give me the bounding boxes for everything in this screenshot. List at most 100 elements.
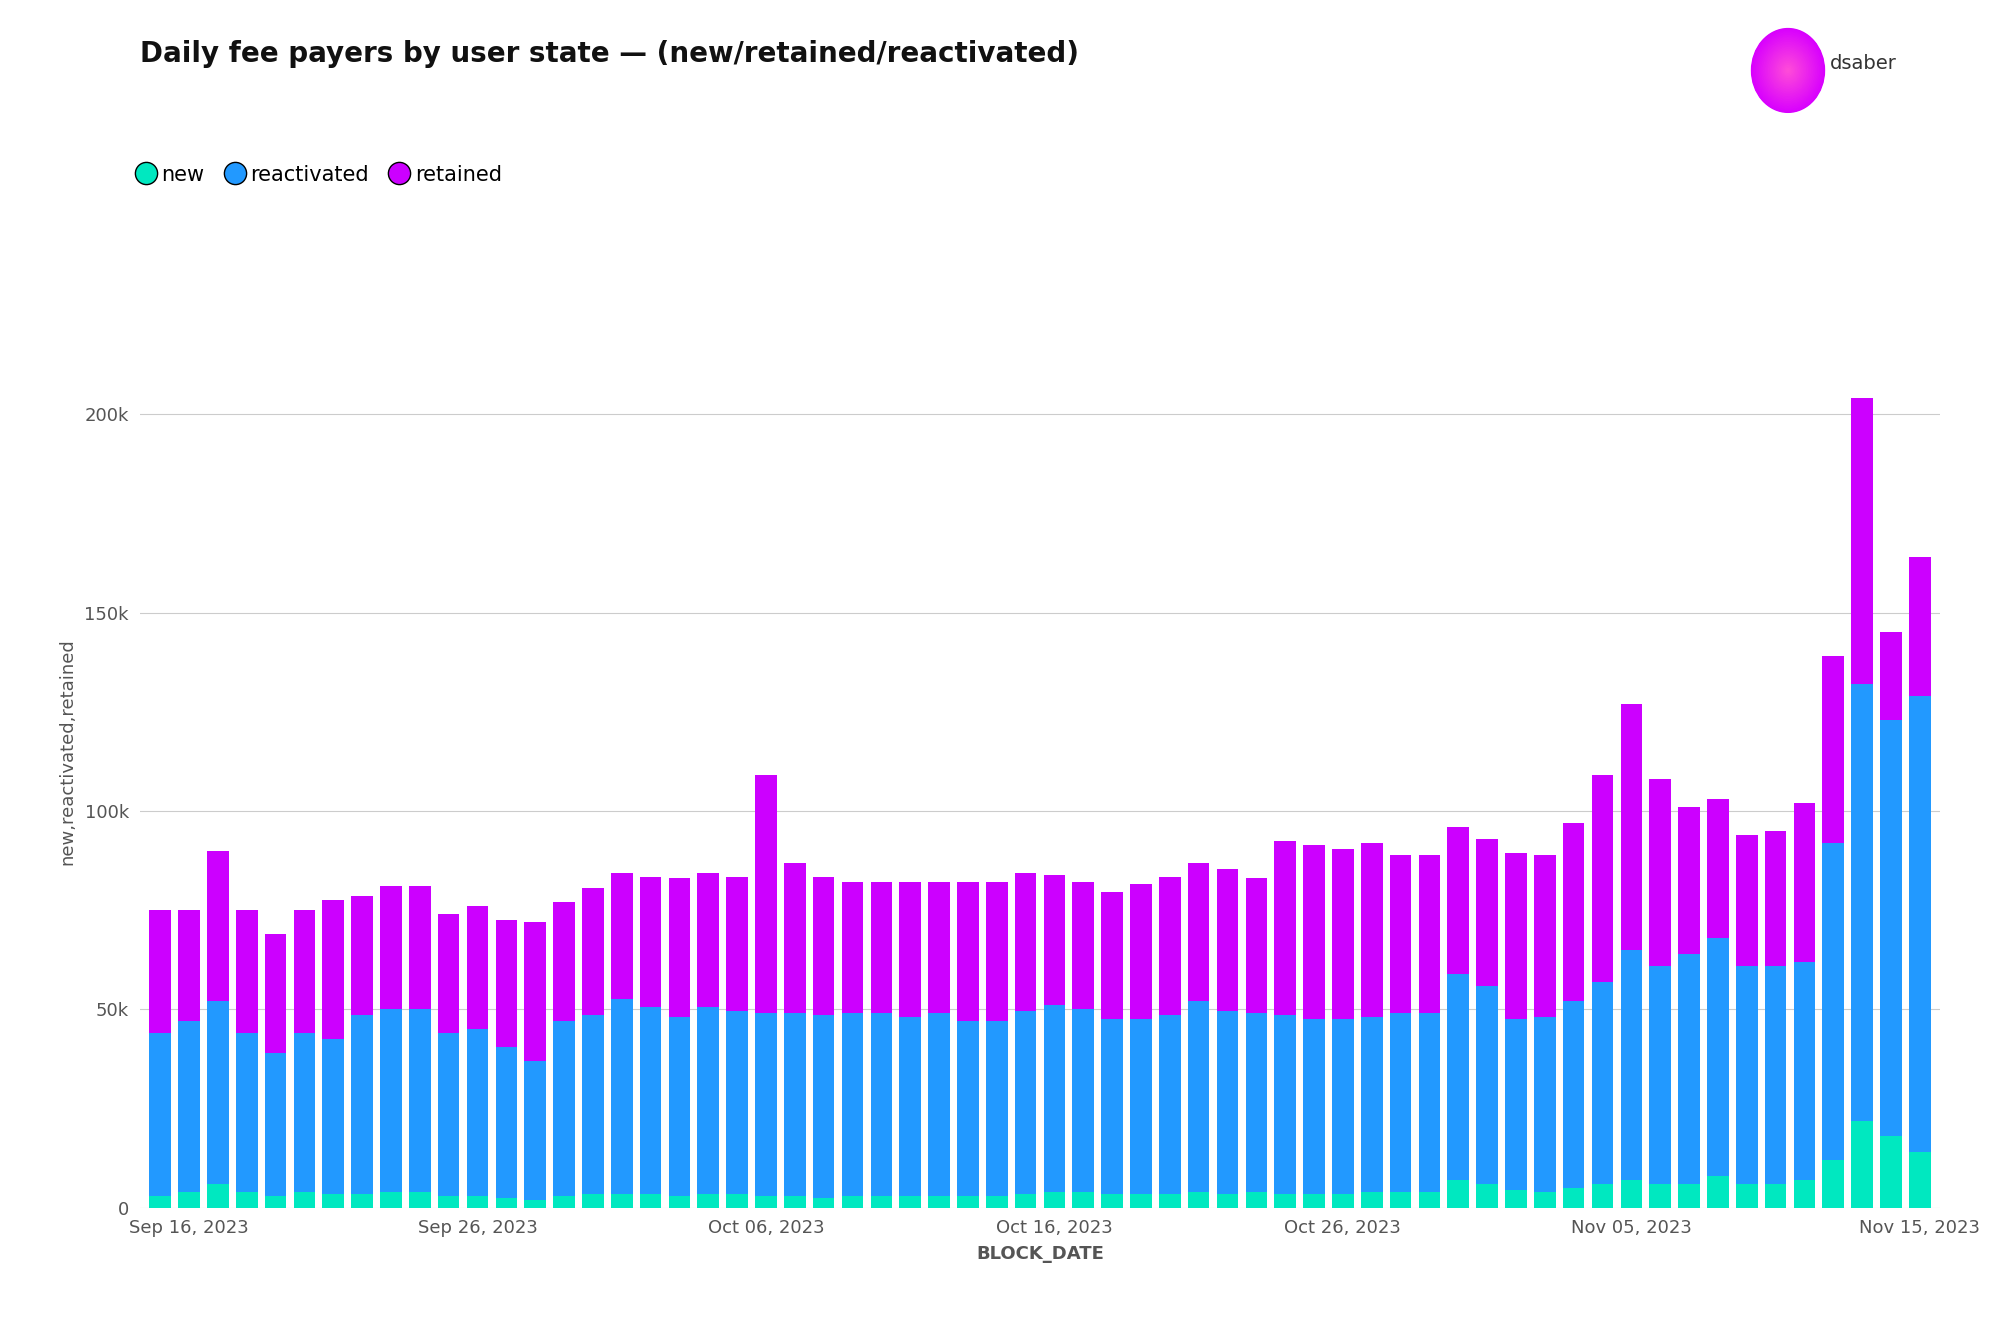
Bar (1158, 1194, 1180, 1208)
Bar (1360, 1192, 1382, 1208)
Circle shape (1772, 52, 1804, 89)
Bar (466, 1196, 488, 1208)
Circle shape (1782, 64, 1794, 76)
Bar (1592, 1184, 1614, 1208)
Circle shape (1752, 30, 1824, 111)
Bar (150, 910, 172, 1033)
Bar (438, 914, 460, 1033)
Bar (1506, 1020, 1526, 1190)
Bar (408, 1192, 430, 1208)
Bar (1794, 803, 1816, 962)
Bar (1678, 1184, 1700, 1208)
Bar (1506, 852, 1526, 1020)
Bar (236, 1033, 258, 1192)
Circle shape (1786, 68, 1790, 72)
Bar (1534, 1192, 1556, 1208)
Circle shape (1778, 59, 1798, 82)
Bar (610, 872, 632, 1000)
Bar (524, 1062, 546, 1200)
Circle shape (1772, 51, 1804, 90)
Circle shape (1782, 63, 1794, 78)
Circle shape (1772, 52, 1804, 87)
Bar (1852, 684, 1872, 1121)
Bar (784, 1196, 806, 1208)
Bar (698, 1008, 720, 1194)
Text: Daily fee payers by user state — (new/retained/reactivated): Daily fee payers by user state — (new/re… (140, 40, 1080, 68)
Circle shape (1780, 60, 1796, 81)
Circle shape (1784, 66, 1792, 75)
Bar (1418, 1013, 1440, 1192)
Circle shape (1762, 42, 1814, 99)
Circle shape (1776, 56, 1800, 85)
Bar (1360, 843, 1382, 1017)
Bar (1044, 1005, 1066, 1192)
Bar (1708, 1176, 1728, 1208)
Bar (1678, 954, 1700, 1184)
Bar (1044, 875, 1066, 1005)
Bar (986, 1021, 1008, 1196)
Bar (466, 906, 488, 1029)
Circle shape (1766, 46, 1810, 95)
Circle shape (1776, 58, 1800, 83)
Bar (928, 1013, 950, 1196)
Bar (726, 1012, 748, 1194)
Circle shape (1776, 56, 1800, 85)
Bar (294, 1033, 316, 1192)
Bar (640, 1194, 662, 1208)
Bar (812, 1016, 834, 1198)
Bar (264, 1053, 286, 1196)
Legend: new, reactivated, retained: new, reactivated, retained (140, 165, 502, 185)
Bar (1880, 1137, 1902, 1208)
Bar (236, 910, 258, 1033)
Circle shape (1758, 38, 1818, 103)
Bar (1650, 966, 1672, 1184)
Bar (150, 1033, 172, 1196)
Circle shape (1758, 35, 1818, 106)
Bar (1014, 1012, 1036, 1194)
Bar (1332, 848, 1354, 1020)
Bar (1708, 938, 1728, 1176)
Bar (380, 1192, 402, 1208)
Bar (1562, 1001, 1584, 1188)
Bar (1476, 985, 1498, 1184)
Bar (1736, 835, 1758, 966)
Bar (1072, 1192, 1094, 1208)
Bar (1562, 1188, 1584, 1208)
Circle shape (1764, 43, 1812, 98)
Circle shape (1780, 62, 1796, 79)
Bar (264, 1196, 286, 1208)
Bar (1448, 1180, 1470, 1208)
Bar (236, 1192, 258, 1208)
Bar (1044, 1192, 1066, 1208)
Bar (726, 1194, 748, 1208)
Bar (1418, 855, 1440, 1013)
Circle shape (1778, 60, 1798, 81)
Bar (1216, 1194, 1238, 1208)
Bar (1880, 632, 1902, 719)
Circle shape (1766, 46, 1810, 95)
Circle shape (1756, 34, 1820, 107)
Text: dsaber: dsaber (1830, 54, 1896, 72)
Circle shape (1784, 67, 1792, 74)
Circle shape (1764, 43, 1812, 98)
Bar (986, 1196, 1008, 1208)
Circle shape (1770, 50, 1806, 91)
Bar (1650, 1184, 1672, 1208)
Bar (1274, 1194, 1296, 1208)
Bar (1274, 841, 1296, 1016)
Bar (554, 1021, 574, 1196)
Circle shape (1786, 67, 1790, 74)
Bar (408, 1009, 430, 1192)
Bar (554, 902, 574, 1021)
Bar (958, 883, 978, 1021)
Bar (208, 1184, 228, 1208)
Circle shape (1768, 47, 1808, 94)
Circle shape (1774, 55, 1802, 86)
Bar (178, 1192, 200, 1208)
Bar (1708, 798, 1728, 938)
Bar (1246, 1013, 1268, 1192)
Circle shape (1754, 31, 1822, 110)
Bar (294, 910, 316, 1033)
Bar (698, 872, 720, 1008)
Bar (1764, 831, 1786, 966)
